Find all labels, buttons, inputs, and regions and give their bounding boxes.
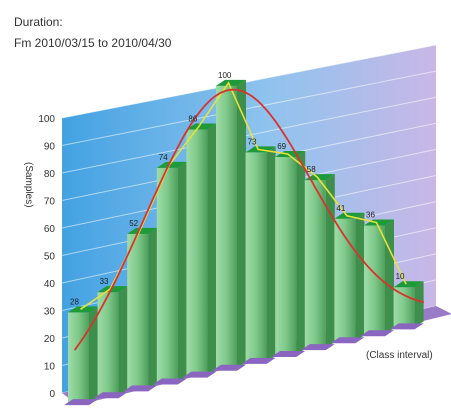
data-label: 74 [159,153,168,162]
data-label: 100 [218,71,232,80]
bar-shadow [64,399,98,406]
gridline [61,96,437,174]
bar-side [414,281,424,328]
bar [64,306,98,406]
bar [93,286,128,399]
bar [389,281,424,330]
bar-top [127,227,158,234]
bar-shadow [241,357,276,364]
bar-side [325,174,335,349]
bar-shadow [389,323,424,330]
bar-shadow [330,337,365,344]
data-label: 28 [70,297,79,306]
bar [123,227,158,392]
bars [64,79,424,406]
gridline [61,70,437,146]
bar-shadow [123,385,158,392]
bar-shadow [152,378,187,385]
y-tick-label: 100 [38,114,55,125]
bar-side [89,306,98,404]
gridline [61,44,437,119]
x-axis-label: (Class interval) [366,350,433,361]
bar-side [266,146,276,362]
bar-top [216,79,246,86]
red-fit-curve [73,88,425,351]
data-label: 73 [248,137,257,146]
bar-front [393,287,415,328]
bar-shadow [300,344,335,351]
bar-shadow [182,371,217,378]
y-tick-label: 70 [44,197,56,208]
data-label: 58 [307,165,316,174]
bar [182,123,217,378]
bar-front [304,180,326,349]
bar-front [127,233,149,390]
bar-side [118,286,128,397]
date-range-label: Fm 2010/03/15 to 2010/04/30 [14,36,172,50]
bar-side [296,150,306,355]
bar-front [186,129,208,376]
bar-front [68,312,89,404]
data-label: 69 [277,142,286,151]
y-tick-label: 0 [49,389,55,400]
y-tick-label: 80 [44,169,56,180]
data-label: 86 [188,114,197,123]
data-label: 36 [366,211,375,220]
bar-front [334,218,356,342]
bar-top [97,286,128,293]
bar-front [364,225,385,335]
bar-side [148,227,158,390]
bar-side [355,212,365,342]
y-tick-label: 60 [44,224,56,235]
bar-front [97,292,119,397]
bar-shadow [360,330,394,337]
bar-shadow [93,392,128,399]
bar-shadow [271,350,306,357]
data-label: 52 [129,219,138,228]
bar [360,219,394,337]
bar [152,161,187,385]
bar [300,174,335,351]
data-labels: 28 33 52 74 86 100 73 69 58 41 36 10 [70,71,405,306]
bar-side [207,123,217,376]
bar-side [385,219,394,335]
overlay-lines [73,81,425,351]
y-tick-label: 90 [44,142,56,153]
bar-front [245,152,267,362]
y-tick-label: 30 [44,307,56,318]
duration-label: Duration: [14,15,63,29]
data-label: 41 [336,204,345,213]
data-label: 10 [396,272,405,281]
bar-top [304,174,335,181]
y-tick-label: 20 [44,334,56,345]
bar-front [275,156,297,355]
bar-top [156,161,187,168]
bar-shadow [212,364,246,371]
y-tick-label: 50 [44,252,56,263]
bar-top [393,281,424,288]
bar-side [237,79,246,369]
y-axis-label: (Samples) [23,162,34,208]
bar-front [216,85,237,369]
y-axis-ticks: 0 10 20 30 40 50 60 70 80 90 100 [38,114,55,400]
bar [241,146,276,364]
bar-top [186,123,217,130]
bar-top [68,306,98,313]
bar-side [177,161,187,383]
bar [330,212,365,344]
bar [212,79,246,371]
bar-front [156,167,178,383]
y-tick-label: 10 [44,362,56,373]
bar [271,150,306,357]
y-tick-label: 40 [44,279,56,290]
data-label: 33 [100,277,109,286]
